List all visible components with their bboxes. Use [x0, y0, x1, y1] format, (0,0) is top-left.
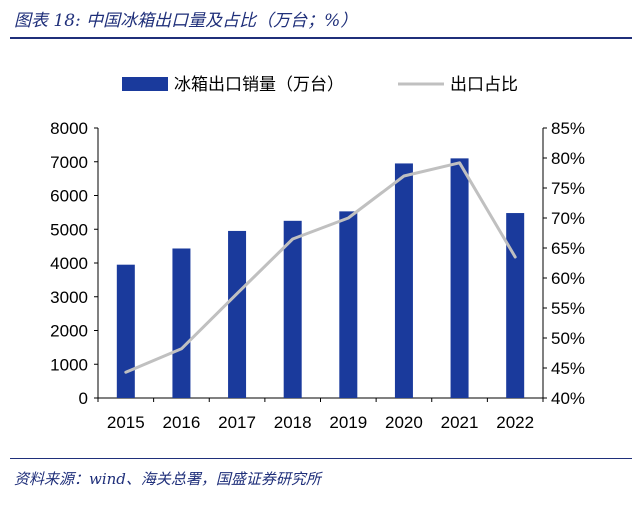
x-tick-label: 2019 [329, 413, 367, 432]
left-tick-label: 8000 [50, 119, 88, 138]
export-volume-bar [116, 264, 135, 398]
right-tick-label: 80% [551, 149, 585, 168]
export-volume-bar [228, 230, 247, 398]
left-tick-label: 5000 [50, 220, 88, 239]
export-share-line [124, 161, 517, 374]
left-tick-label: 7000 [50, 153, 88, 172]
right-tick-label: 45% [551, 359, 585, 378]
export-volume-bar [339, 211, 358, 398]
x-tick-label: 2015 [107, 413, 145, 432]
left-tick-label: 1000 [50, 355, 88, 374]
x-tick-label: 2016 [163, 413, 201, 432]
right-tick-label: 65% [551, 239, 585, 258]
x-tick-label: 2018 [274, 413, 312, 432]
left-tick-label: 6000 [50, 187, 88, 206]
legend-bar-swatch [122, 77, 168, 91]
export-volume-bar [172, 248, 191, 398]
x-tick-label: 2022 [496, 413, 534, 432]
footer-divider [10, 458, 632, 459]
left-tick-label: 2000 [50, 322, 88, 341]
export-volume-bar [450, 158, 469, 398]
legend-bar-label: 冰箱出口销量（万台） [174, 75, 344, 95]
x-tick-label: 2017 [218, 413, 256, 432]
right-tick-label: 55% [551, 299, 585, 318]
left-tick-label: 0 [79, 389, 88, 408]
right-tick-label: 60% [551, 269, 585, 288]
export-volume-bar [283, 220, 302, 398]
right-tick-label: 75% [551, 179, 585, 198]
chart-title: 图表 18: 中国冰箱出口量及占比（万台；%） [14, 11, 358, 31]
x-tick-label: 2021 [441, 413, 479, 432]
right-tick-label: 70% [551, 209, 585, 228]
left-tick-label: 3000 [50, 288, 88, 307]
left-tick-label: 4000 [50, 254, 88, 273]
x-tick-label: 2020 [385, 413, 423, 432]
source-note: 资料来源：wind、海关总署，国盛证券研究所 [14, 470, 321, 488]
right-tick-label: 85% [551, 119, 585, 138]
header-divider [10, 37, 632, 39]
export-volume-bar [394, 163, 413, 398]
right-tick-label: 50% [551, 329, 585, 348]
export-volume-bar [506, 213, 525, 398]
right-tick-label: 40% [551, 389, 585, 408]
legend-line-label: 出口占比 [450, 75, 518, 95]
